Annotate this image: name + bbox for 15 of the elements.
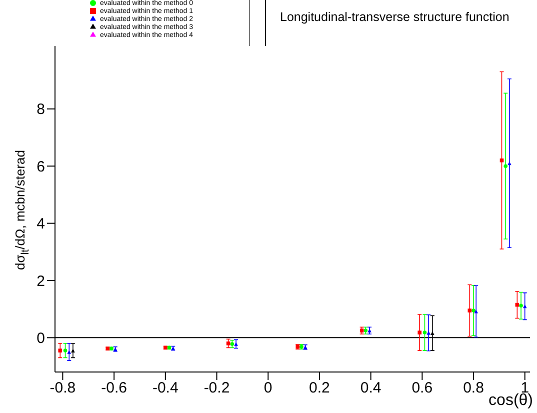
x-tick-label: -0.8 xyxy=(50,380,76,397)
x-tick-label: 0.8 xyxy=(463,380,484,397)
y-tick-label: 6 xyxy=(36,158,45,176)
x-tick-label: -0.4 xyxy=(152,380,178,397)
y-tick-label: 0 xyxy=(36,330,45,348)
x-tick-label: 0.6 xyxy=(412,380,433,397)
x-tick-label: -0.6 xyxy=(101,380,127,397)
x-tick-label: 0.4 xyxy=(360,380,382,397)
y-tick-label: 4 xyxy=(36,216,45,233)
x-tick-label: -0.2 xyxy=(204,380,230,397)
y-tick-label: 8 xyxy=(36,101,45,118)
chart-title: Longitudinal-transverse structure function xyxy=(280,10,510,24)
x-tick-label: 0.2 xyxy=(309,380,330,397)
x-tick-label: 0 xyxy=(264,380,272,397)
y-tick-label: 2 xyxy=(36,272,45,290)
